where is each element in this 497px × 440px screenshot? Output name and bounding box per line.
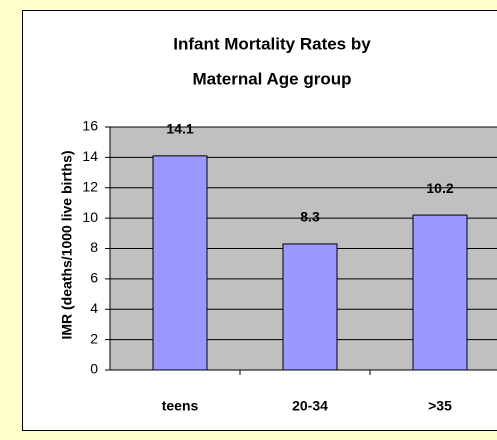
bar (152, 155, 208, 371)
chart-title: Maternal Age group (193, 69, 352, 88)
x-tick-label: teens (162, 398, 199, 414)
y-tick-label: 0 (90, 361, 98, 377)
x-tick-label: 20-34 (292, 398, 328, 414)
data-label: 10.2 (426, 180, 453, 196)
data-label: 8.3 (300, 209, 320, 225)
y-tick-label: 2 (90, 330, 98, 346)
bar (282, 243, 338, 371)
y-tick-label: 12 (82, 178, 98, 194)
y-tick-label: 16 (82, 118, 98, 134)
y-axis-label: IMR (deaths/1000 live births) (59, 150, 75, 339)
y-tick-label: 4 (90, 300, 98, 316)
data-label: 14.1 (166, 121, 193, 137)
chart-title: Infant Mortality Rates by (173, 34, 371, 53)
x-tick-label: >35 (428, 398, 452, 414)
y-tick-label: 8 (90, 239, 98, 255)
y-tick-label: 14 (82, 148, 98, 164)
y-tick-label: 6 (90, 270, 98, 286)
bar (412, 214, 468, 371)
y-tick-label: 10 (82, 209, 98, 225)
